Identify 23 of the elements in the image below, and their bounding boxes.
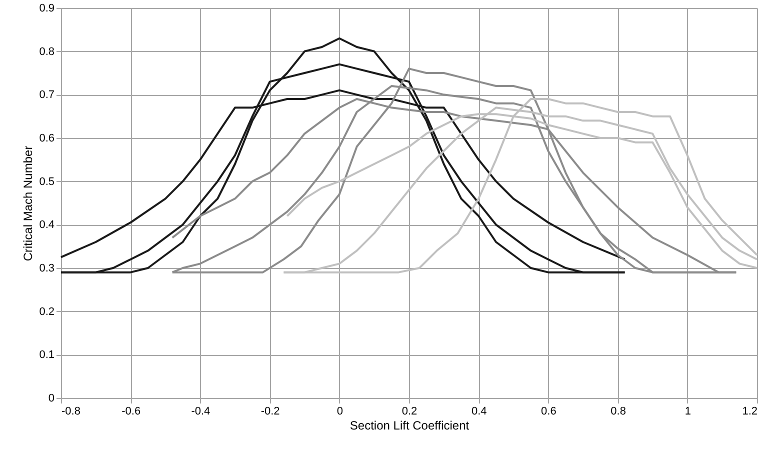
x-tick-label: -0.4 xyxy=(191,406,210,418)
y-tick-label: 0.7 xyxy=(39,89,54,102)
x-tick-label: 1 xyxy=(684,406,691,418)
y-tick-label: 0.2 xyxy=(39,306,54,318)
x-tick-label: 0 xyxy=(336,406,343,418)
y-tick-label: 0.6 xyxy=(39,132,54,144)
y-tick-label: 0.8 xyxy=(39,46,54,58)
y-tick-label: 0.5 xyxy=(39,176,54,188)
y-tick-label: 0.1 xyxy=(39,349,54,362)
x-tick-label: 0.8 xyxy=(610,406,626,418)
y-tick-label: 0 xyxy=(48,392,54,404)
y-axis-title: Critical Mach Number xyxy=(21,146,36,262)
x-tick-label: -0.2 xyxy=(260,406,280,418)
x-tick-label: -0.6 xyxy=(122,406,141,418)
x-tick-label: -0.8 xyxy=(62,406,80,418)
y-tick-label: 0.3 xyxy=(39,262,54,274)
x-tick-label: 0.2 xyxy=(402,406,418,418)
x-tick-label: 0.4 xyxy=(471,406,487,418)
x-axis-title: Section Lift Coefficient xyxy=(350,418,470,432)
x-tick-label: 1.2 xyxy=(742,406,758,418)
x-tick-label: 0.6 xyxy=(541,406,556,418)
y-tick-label: 0.4 xyxy=(39,219,54,232)
y-tick-label: 0.9 xyxy=(39,2,54,14)
